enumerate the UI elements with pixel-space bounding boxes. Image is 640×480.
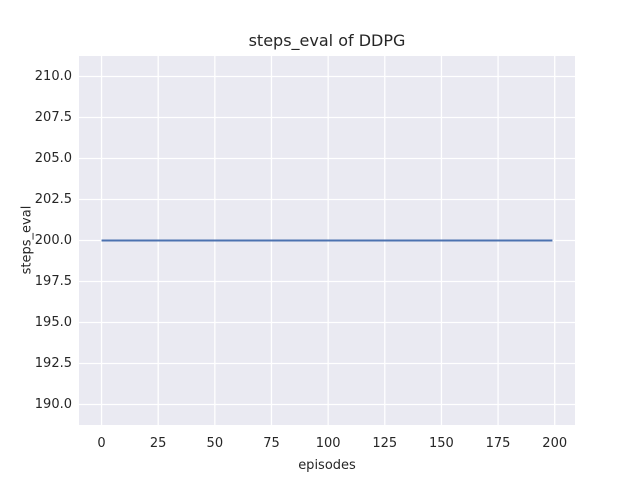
y-tick-label: 192.5	[34, 356, 72, 371]
x-tick-label: 75	[263, 436, 280, 451]
x-tick-label: 125	[372, 436, 398, 451]
plot-area	[79, 56, 575, 425]
y-tick-label: 205.0	[34, 151, 72, 166]
x-tick-label: 50	[206, 436, 224, 451]
y-tick-label: 200.0	[34, 233, 72, 248]
y-tick-label: 190.0	[34, 397, 72, 412]
x-tick-label: 150	[429, 436, 454, 451]
x-tick-label: 25	[149, 436, 167, 451]
y-tick-label: 197.5	[34, 274, 72, 289]
x-tick-label: 175	[485, 436, 511, 451]
x-tick-label: 100	[315, 436, 341, 451]
x-tick-label: 200	[542, 436, 568, 451]
y-tick-label: 207.5	[34, 110, 72, 125]
plot-canvas	[79, 56, 575, 425]
chart-title: steps_eval of DDPG	[248, 31, 406, 50]
y-tick-label: 210.0	[34, 69, 72, 84]
y-tick-label: 195.0	[34, 315, 72, 330]
y-tick-label: 202.5	[34, 192, 72, 207]
x-tick-label: 0	[97, 436, 106, 451]
x-axis-label: episodes	[298, 458, 356, 473]
